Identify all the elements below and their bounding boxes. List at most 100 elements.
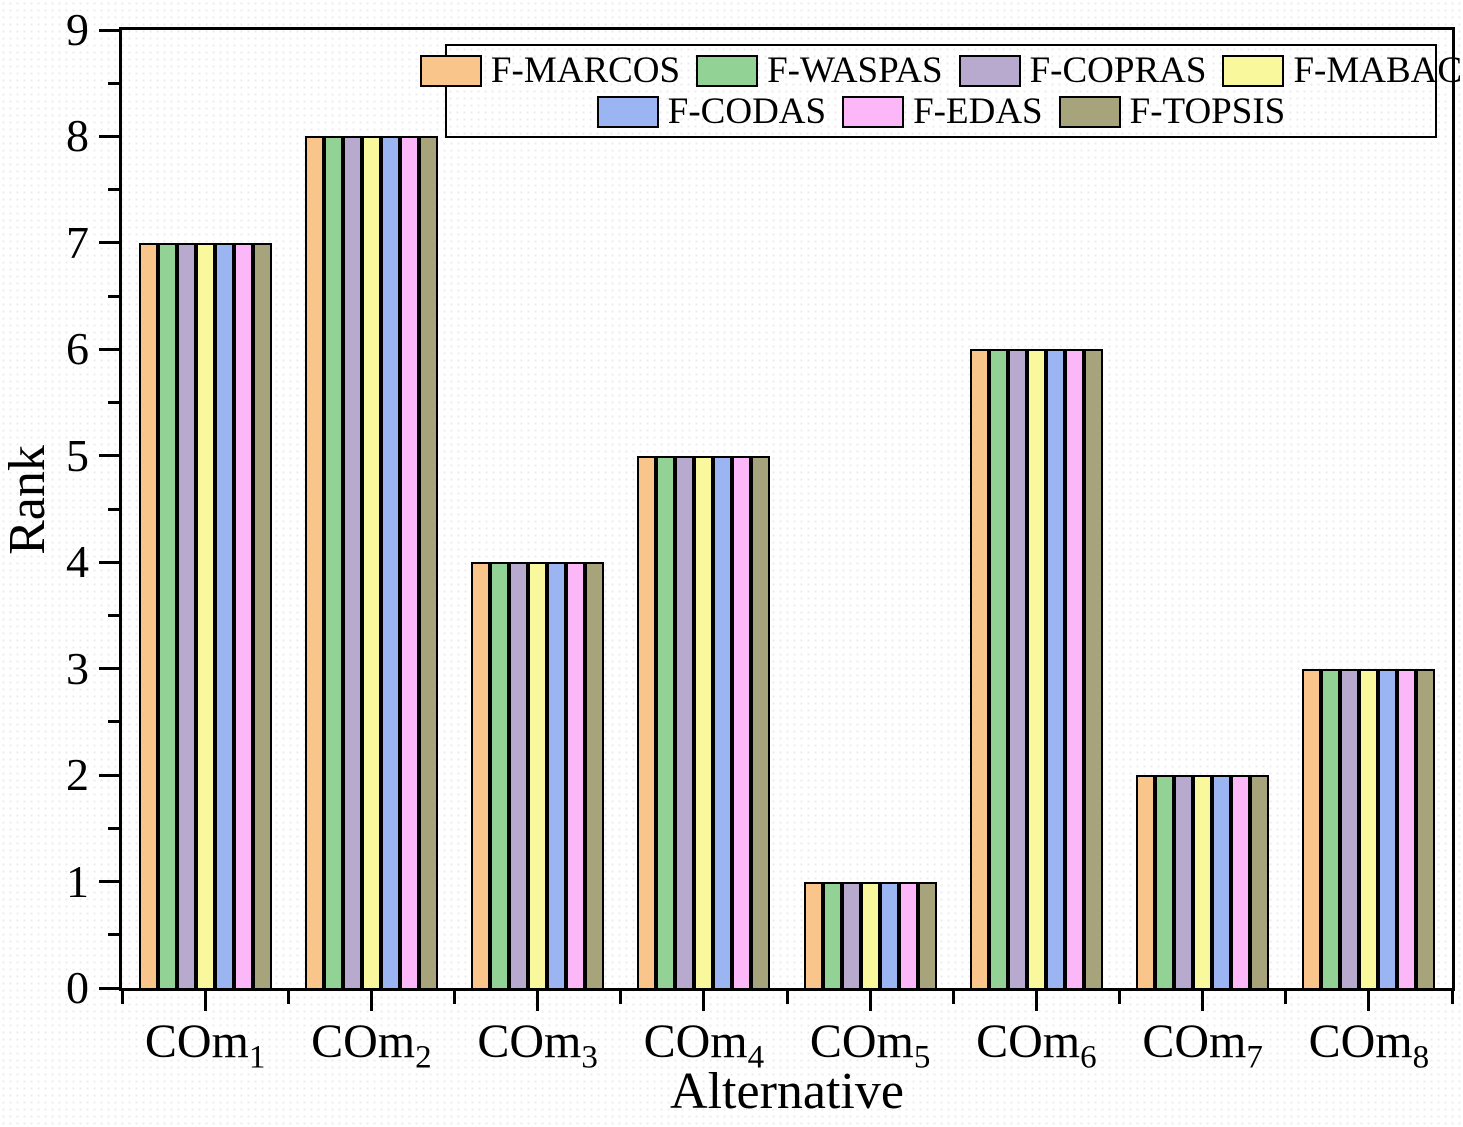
x-axis-minor-tick	[120, 991, 124, 1004]
legend-label: F-COPRAS	[1029, 49, 1207, 91]
bar-f-copras-com3	[509, 562, 529, 988]
bar-f-topsis-com1	[252, 242, 272, 988]
bar-f-edas-com7	[1231, 775, 1251, 988]
bar-f-topsis-com5	[917, 881, 937, 988]
x-axis-category-subscript: 1	[248, 1039, 266, 1076]
bar-f-waspas-com3	[490, 562, 510, 988]
bar-f-waspas-com4	[656, 455, 676, 988]
bar-f-topsis-com2	[418, 136, 438, 988]
bar-f-marcos-com3	[471, 562, 491, 988]
bar-f-marcos-com2	[304, 136, 324, 988]
x-axis-category-subscript: 8	[1412, 1039, 1430, 1076]
x-axis-category-subscript: 3	[581, 1039, 598, 1076]
bar-f-codas-com6	[1045, 349, 1065, 988]
bar-f-mabac-com2	[361, 136, 381, 988]
x-axis-category-subscript: 6	[1080, 1039, 1097, 1076]
bar-f-mabac-com5	[860, 881, 880, 988]
bar-f-topsis-com7	[1250, 775, 1270, 988]
bar-f-codas-com5	[879, 881, 899, 988]
bar-f-codas-com2	[380, 136, 400, 988]
bar-f-copras-com5	[841, 881, 861, 988]
x-axis-minor-tick	[785, 991, 789, 1004]
y-axis-tick-label: 2	[66, 749, 89, 801]
x-axis-minor-tick	[951, 991, 955, 1004]
y-axis-tick-label: 6	[66, 323, 89, 375]
x-axis-minor-tick	[453, 991, 456, 1004]
legend: F-MARCOS F-WASPAS F-COPRAS F-MABAC F-CODAS F-…	[419, 44, 1462, 138]
bar-f-codas-com4	[713, 455, 733, 988]
x-axis-minor-tick	[1284, 991, 1288, 1004]
y-axis-minor-tick	[108, 613, 119, 617]
x-axis-category-label: COm3	[477, 1015, 598, 1076]
bar-f-waspas-com1	[157, 242, 177, 988]
bar-f-codas-com1	[214, 242, 234, 988]
legend-swatch-f-copras	[958, 54, 1021, 87]
bar-f-topsis-com6	[1083, 349, 1103, 988]
legend-item-f-edas: F-EDAS	[842, 90, 1043, 132]
x-axis-major-tick	[369, 991, 373, 1011]
bar-f-mabac-com6	[1026, 349, 1046, 988]
x-axis-category-subscript: 7	[1246, 1039, 1263, 1076]
y-axis-minor-tick	[108, 81, 119, 85]
bar-f-edas-com1	[233, 242, 253, 988]
legend-item-f-waspas: F-WASPAS	[696, 50, 943, 91]
bar-f-copras-com7	[1174, 775, 1194, 988]
y-axis-minor-tick	[108, 933, 119, 937]
bar-f-waspas-com7	[1155, 775, 1175, 988]
y-axis-minor-tick	[108, 720, 119, 724]
x-axis-category-subscript: 5	[913, 1039, 931, 1076]
y-axis-tick-label: 7	[66, 216, 89, 268]
y-axis-major-tick	[99, 667, 119, 671]
bar-f-marcos-com5	[803, 881, 823, 988]
y-axis-major-tick	[99, 560, 119, 564]
x-axis-category-label: COm6	[976, 1015, 1097, 1076]
legend-swatch-f-edas	[842, 95, 905, 128]
legend-label: F-CODAS	[667, 90, 827, 132]
x-axis-major-tick	[868, 991, 872, 1011]
x-axis-category-subscript: 2	[415, 1039, 432, 1076]
bar-f-edas-com4	[732, 455, 752, 988]
bar-f-topsis-com4	[751, 455, 771, 988]
y-axis-major-tick	[99, 347, 119, 351]
bar-f-waspas-com6	[988, 349, 1008, 988]
y-axis-major-tick	[99, 28, 119, 32]
x-axis-minor-tick	[286, 991, 290, 1004]
x-axis-minor-tick	[1450, 991, 1454, 1004]
legend-item-f-codas: F-CODAS	[596, 90, 827, 132]
legend-swatch-f-codas	[596, 95, 659, 128]
bar-f-codas-com3	[547, 562, 567, 988]
y-axis-tick-label: 3	[66, 642, 89, 694]
x-axis-major-tick	[702, 991, 706, 1011]
y-axis-major-tick	[99, 241, 119, 245]
legend-label: F-MABAC	[1293, 49, 1463, 91]
bar-f-waspas-com8	[1321, 668, 1341, 988]
y-axis-major-tick	[99, 986, 119, 990]
y-axis-minor-tick	[108, 826, 119, 830]
bar-f-copras-com1	[176, 242, 196, 988]
legend-swatch-f-marcos	[419, 54, 482, 87]
bar-f-edas-com6	[1064, 349, 1084, 988]
legend-label: F-TOPSIS	[1129, 90, 1286, 132]
bar-f-waspas-com5	[822, 881, 842, 988]
bar-f-mabac-com7	[1193, 775, 1213, 988]
bar-f-mabac-com3	[528, 562, 548, 988]
bar-f-copras-com2	[342, 136, 362, 988]
bar-f-edas-com5	[898, 881, 918, 988]
y-axis-major-tick	[99, 134, 119, 138]
bar-f-marcos-com7	[1136, 775, 1156, 988]
x-axis-category-subscript: 4	[747, 1039, 765, 1076]
bar-f-mabac-com4	[694, 455, 714, 988]
legend-item-f-topsis: F-TOPSIS	[1058, 90, 1286, 132]
y-axis-major-tick	[99, 773, 119, 777]
y-axis-minor-tick	[108, 294, 119, 298]
x-axis-major-tick	[536, 991, 540, 1011]
x-axis-category-label: COm1	[144, 1015, 266, 1076]
bar-f-mabac-com1	[195, 242, 215, 988]
x-axis-minor-tick	[1118, 991, 1121, 1004]
bar-f-topsis-com3	[585, 562, 605, 988]
legend-label: F-MARCOS	[490, 49, 681, 91]
x-axis-category-label: COm8	[1308, 1015, 1430, 1076]
legend-label: F-EDAS	[913, 90, 1043, 132]
legend-swatch-f-waspas	[696, 54, 759, 87]
y-axis-tick-label: 9	[66, 4, 89, 55]
